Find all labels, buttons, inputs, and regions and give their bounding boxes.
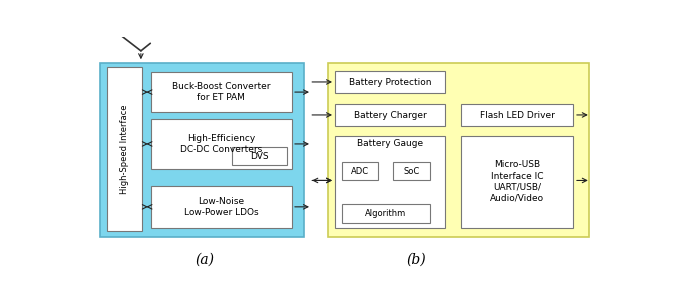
Bar [107, 67, 142, 231]
Text: SoC: SoC [403, 166, 419, 176]
Bar [335, 104, 446, 126]
Bar [393, 162, 429, 181]
Bar [342, 204, 430, 223]
Bar [461, 104, 574, 126]
Text: (a): (a) [195, 252, 214, 267]
Text: Buck-Boost Converter
for ET PAM: Buck-Boost Converter for ET PAM [172, 82, 271, 102]
Text: High-Speed Interface: High-Speed Interface [120, 104, 129, 194]
Text: DVS: DVS [250, 152, 269, 161]
Bar [335, 136, 446, 228]
Text: High-Efficiency
DC-DC Converters: High-Efficiency DC-DC Converters [180, 134, 263, 154]
Text: Flash LED Driver: Flash LED Driver [480, 110, 555, 120]
Text: (b): (b) [407, 252, 427, 267]
Text: ADC: ADC [351, 166, 369, 176]
Text: Battery Gauge: Battery Gauge [357, 139, 423, 148]
Bar [151, 186, 292, 228]
Bar [335, 71, 446, 93]
Bar [232, 147, 287, 165]
Text: Battery Protection: Battery Protection [349, 78, 431, 87]
Bar [461, 136, 574, 228]
Bar [100, 63, 304, 237]
Text: Low-Noise
Low-Power LDOs: Low-Noise Low-Power LDOs [184, 197, 259, 217]
Bar [151, 72, 292, 112]
Bar [342, 162, 379, 181]
Text: Micro-USB
Interface IC
UART/USB/
Audio/Video: Micro-USB Interface IC UART/USB/ Audio/V… [490, 160, 544, 203]
Bar [151, 119, 292, 169]
Text: Algorithm: Algorithm [365, 209, 406, 218]
Bar [327, 63, 589, 237]
Text: Battery Charger: Battery Charger [354, 110, 427, 120]
